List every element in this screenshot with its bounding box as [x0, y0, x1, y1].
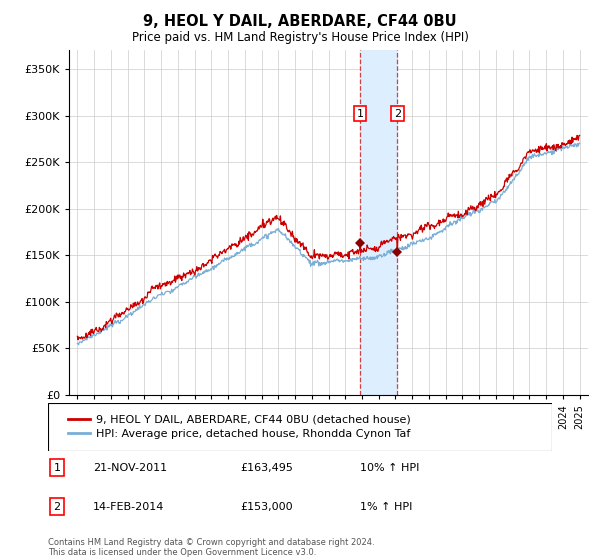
Text: 9, HEOL Y DAIL, ABERDARE, CF44 0BU: 9, HEOL Y DAIL, ABERDARE, CF44 0BU — [143, 14, 457, 29]
Text: 21-NOV-2011: 21-NOV-2011 — [93, 463, 167, 473]
Text: 2: 2 — [53, 502, 61, 512]
Text: 10% ↑ HPI: 10% ↑ HPI — [360, 463, 419, 473]
Text: 1: 1 — [356, 109, 364, 119]
Text: 1: 1 — [53, 463, 61, 473]
Legend: 9, HEOL Y DAIL, ABERDARE, CF44 0BU (detached house), HPI: Average price, detache: 9, HEOL Y DAIL, ABERDARE, CF44 0BU (deta… — [64, 410, 415, 444]
Text: £163,495: £163,495 — [240, 463, 293, 473]
Text: 2: 2 — [394, 109, 401, 119]
Text: Price paid vs. HM Land Registry's House Price Index (HPI): Price paid vs. HM Land Registry's House … — [131, 31, 469, 44]
Text: 1% ↑ HPI: 1% ↑ HPI — [360, 502, 412, 512]
Bar — [360, 50, 397, 395]
Text: £153,000: £153,000 — [240, 502, 293, 512]
Text: 14-FEB-2014: 14-FEB-2014 — [93, 502, 164, 512]
Text: Contains HM Land Registry data © Crown copyright and database right 2024.
This d: Contains HM Land Registry data © Crown c… — [48, 538, 374, 557]
